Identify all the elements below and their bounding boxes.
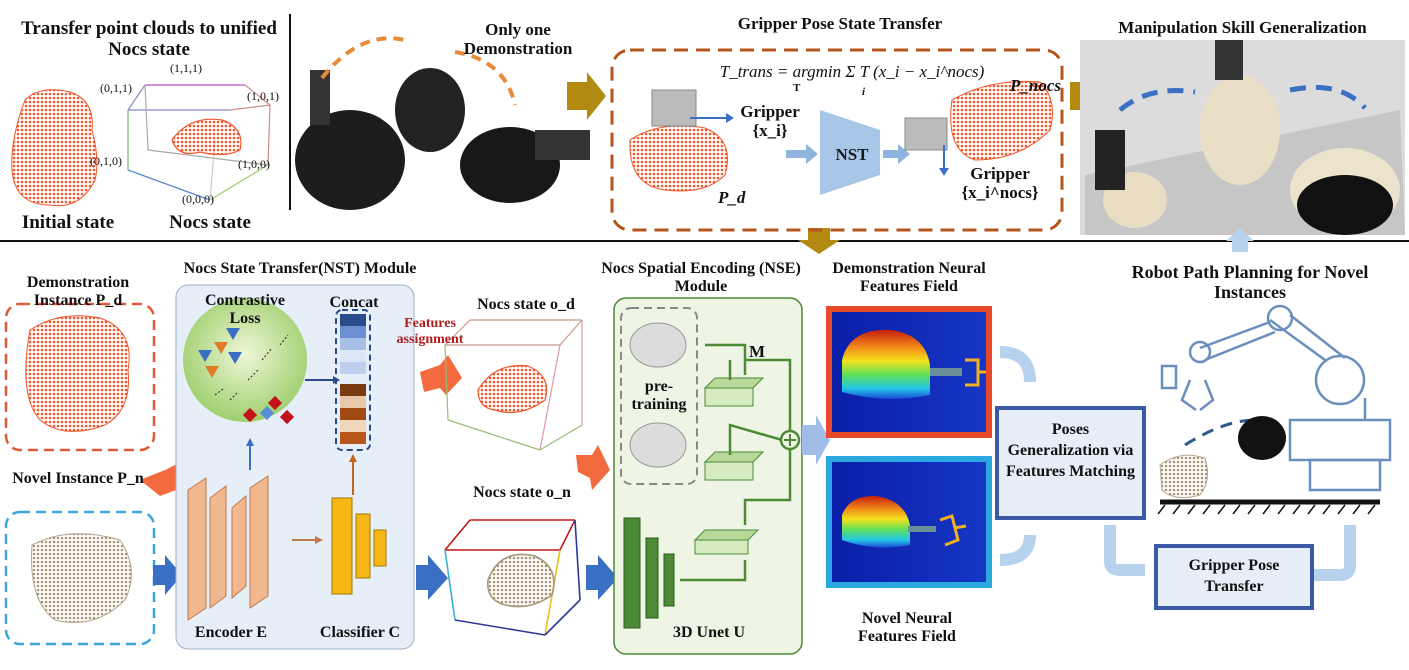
- nst-block: [820, 110, 880, 195]
- blue-arrow-to-on: [416, 555, 448, 600]
- novel-field-bracket: [939, 514, 967, 547]
- orange-arrow-to-nse: [576, 445, 610, 490]
- demo-field-heatmap: [842, 329, 930, 399]
- poses-gen-label: Poses Generalization via Features Matchi…: [1005, 421, 1135, 480]
- gripper-pointer-head-1: [726, 113, 734, 123]
- concat-bars: [335, 309, 371, 451]
- gripper-xnocs-label: Gripper {x_i^nocs}: [961, 164, 1039, 203]
- encoder-to-classifier-head: [315, 536, 323, 544]
- orange-arrow-to-od: [420, 355, 462, 395]
- pretraining-cap-2: [629, 422, 687, 468]
- demo-field-label: Demonstration Neural Features Field: [832, 260, 986, 295]
- cube-label-100: (1,0,0): [238, 157, 270, 171]
- demonstration-photo: [295, 36, 590, 210]
- novel-instance-label: Novel Instance P_n: [12, 470, 144, 487]
- robot-arm-drawing: [1160, 304, 1392, 492]
- classifier-to-concat-head: [349, 454, 357, 462]
- gpst-title: Gripper Pose State Transfer: [737, 14, 943, 33]
- robot-head-model: [1238, 416, 1286, 460]
- robot-path-label: Robot Path Planning for Novel Instances: [1131, 262, 1369, 303]
- initial-state-cloud: [11, 89, 98, 207]
- robot-novel-cloud: [1159, 454, 1209, 499]
- contrastive-markers: [198, 328, 295, 425]
- demo-field-bracket: [965, 358, 986, 387]
- pretraining-label: pre-training: [631, 378, 687, 413]
- nocs-state-on-cube: [444, 519, 581, 636]
- nocs-state-od-cube: [444, 319, 583, 451]
- contrastive-loss-label: Contrastive Loss: [205, 292, 285, 327]
- gpst-equation: T_trans = argmin Σ T (x_i − x_i^nocs): [719, 62, 985, 81]
- nst-out-arrow: [883, 144, 910, 164]
- msg-title: Manipulation Skill Generalization: [1118, 18, 1367, 37]
- gripper-transfer-box: [1154, 544, 1314, 610]
- poses-generalization-box: [995, 406, 1146, 520]
- novel-field-label: Novel Neural Features Field: [858, 610, 956, 645]
- pretraining-box: [620, 307, 698, 485]
- features-assignment-label: Features assignment: [396, 316, 464, 347]
- gold-arrow-1: [567, 72, 606, 120]
- concat-label: Concat: [329, 294, 379, 311]
- encoder-label: Encoder E: [194, 624, 268, 641]
- gripper-icon-1: [651, 89, 697, 127]
- ball-to-concat-head: [333, 376, 340, 384]
- demo-title: Only one Demonstration: [463, 20, 573, 59]
- equation-argmin-sub: T: [793, 82, 801, 94]
- equation-sum-sub: i: [862, 86, 866, 98]
- gripper-icon-2: [904, 117, 948, 151]
- nocs-state-label: Nocs state: [169, 212, 251, 233]
- arrow-novel-to-poses: [999, 534, 1036, 566]
- demo-instance-cloud: [25, 315, 130, 432]
- classifier-label: Classifier C: [319, 624, 401, 641]
- blue-arrow-into-nst: [153, 555, 182, 595]
- contrastive-loss-ball: [183, 298, 307, 422]
- encoder-blocks: [187, 475, 269, 621]
- manipulation-photo: [1080, 40, 1405, 235]
- cube-label-011: (0,1,1): [100, 81, 132, 95]
- demo-instance-label: Demonstration Instance P_d: [26, 274, 130, 309]
- cube-label-101: (1,0,1): [247, 89, 279, 103]
- m-label: M: [749, 342, 766, 361]
- encoder-to-ball-head: [246, 438, 254, 446]
- arrow-to-fields: [802, 415, 830, 465]
- unet-connections: [680, 343, 792, 582]
- gpst-box: [610, 48, 1064, 232]
- pd-label: P_d: [718, 188, 746, 207]
- demo-instance-box: [4, 302, 156, 452]
- blue-arrow-to-unet: [586, 555, 618, 600]
- gripper-xi-label: Gripper {x_i}: [740, 102, 800, 141]
- nst-module-title: Nocs State Transfer(NST) Module: [183, 260, 417, 277]
- pretraining-cap-1: [629, 322, 687, 368]
- unet-label: 3D Unet U: [673, 624, 745, 641]
- demo-field-gripper: [930, 368, 962, 376]
- arrow-transfer-to-robot: [1312, 525, 1356, 581]
- robot-ground-hatch: [1157, 504, 1376, 515]
- nocs-state-od-label: Nocs state o_d: [477, 296, 575, 313]
- nst-label: NST: [835, 145, 869, 164]
- novel-field-gripper: [908, 526, 936, 532]
- nse-title: Nocs Spatial Encoding (NSE) Module: [601, 260, 801, 295]
- up-arrow-robot: [1226, 228, 1254, 252]
- nst-in-arrow: [786, 144, 818, 164]
- initial-state-label: Initial state: [21, 212, 115, 233]
- arrow-demo-to-poses: [999, 346, 1036, 383]
- gripper-pointer-head-2: [939, 168, 949, 176]
- classifier-blocks: [331, 497, 387, 595]
- novel-instance-cloud: [31, 533, 132, 623]
- pd-cloud: [629, 125, 728, 192]
- transfer-title: Transfer point clouds to unified Nocs st…: [21, 18, 277, 61]
- cube-label-010: (0,1,0): [90, 154, 122, 168]
- pnocs-label: P_nocs: [1010, 76, 1061, 95]
- pnocs-cloud: [950, 80, 1053, 161]
- gripper-transfer-label: Gripper Pose Transfer: [1188, 557, 1280, 595]
- nocs-state-on-label: Nocs state o_n: [473, 484, 571, 501]
- unet-blocks: [623, 377, 765, 629]
- orange-arrow-into-nst: [140, 460, 185, 496]
- nocs-cube: [127, 84, 271, 201]
- novel-field-heatmap: [842, 495, 910, 548]
- cube-label-111: (1,1,1): [170, 61, 202, 75]
- cube-label-000: (0,0,0): [182, 192, 214, 206]
- arrow-poses-to-transfer: [1104, 525, 1145, 576]
- gold-arrow-down: [798, 228, 840, 254]
